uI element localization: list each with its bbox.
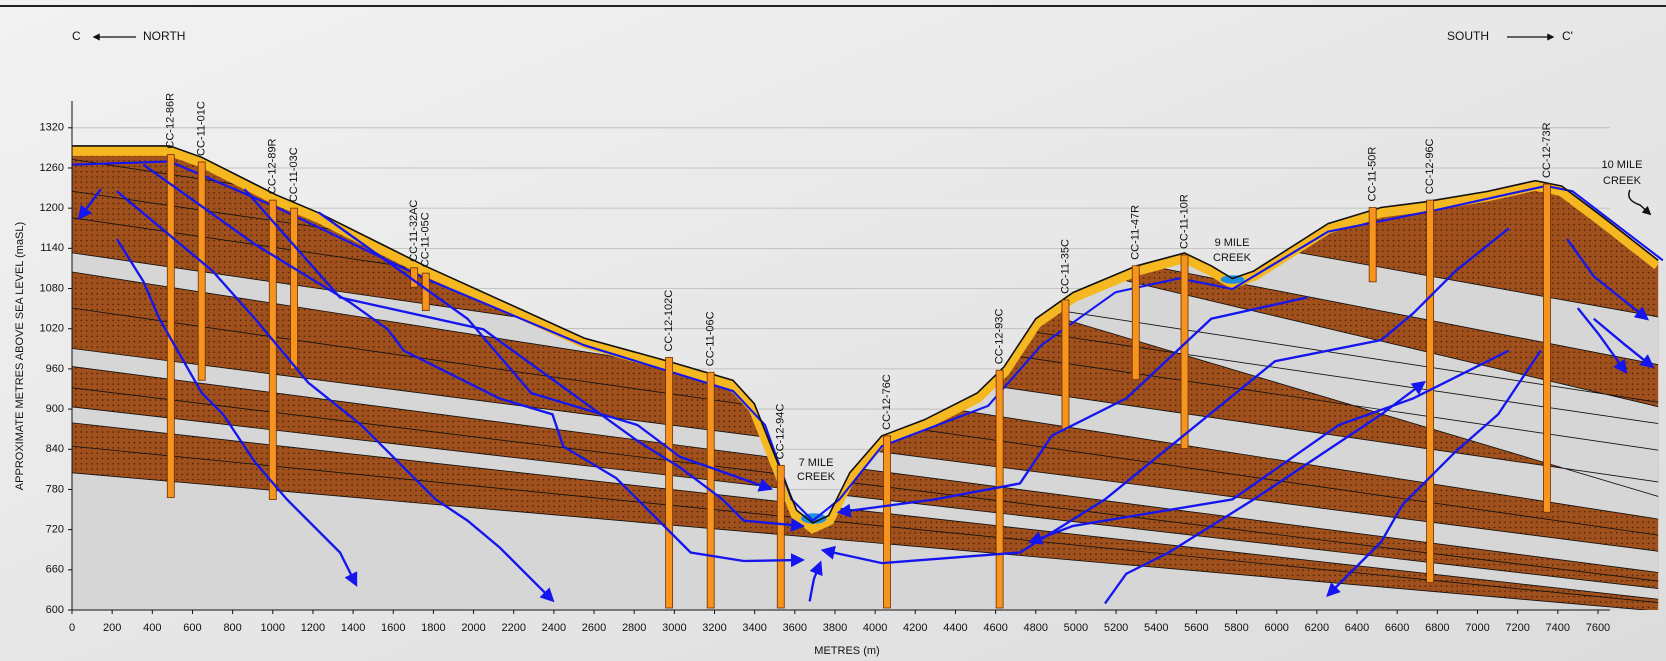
- x-tick-label: 3000: [662, 622, 686, 634]
- y-tick-label: 1020: [40, 323, 64, 335]
- x-tick-label: 6600: [1385, 622, 1409, 634]
- x-tick-label: 6400: [1345, 622, 1369, 634]
- x-tick-label: 4400: [943, 622, 967, 634]
- creek-label: 9 MILE: [1215, 237, 1250, 249]
- x-axis-label: METRES (m): [814, 645, 879, 657]
- x-tick-label: 3800: [823, 622, 847, 634]
- cross-section-chart: CC-12-86R CC-11-01C CC-12-89R CC-11-03C CC-1…: [0, 0, 1666, 661]
- x-tick-label: 6000: [1264, 622, 1288, 634]
- x-tick-label: 5800: [1224, 622, 1248, 634]
- borehole-label: CC-11-47R: [1130, 205, 1142, 260]
- borehole-label: CC-12-94C: [775, 404, 787, 460]
- x-tick-label: 5400: [1144, 622, 1168, 634]
- x-tick-label: 7000: [1465, 622, 1489, 634]
- x-tick-label: 1800: [421, 622, 445, 634]
- x-tick-label: 1200: [301, 622, 325, 634]
- borehole-label: CC-11-32AC: [408, 200, 420, 262]
- borehole: [883, 436, 890, 608]
- borehole-label: CC-11-10R: [1178, 194, 1190, 249]
- borehole: [996, 370, 1003, 608]
- y-tick-label: 1260: [40, 162, 64, 174]
- x-tick-label: 5600: [1184, 622, 1208, 634]
- borehole: [269, 200, 276, 499]
- x-tick-label: 3600: [783, 622, 807, 634]
- x-tick-label: 2600: [582, 622, 606, 634]
- x-tick-label: 5200: [1104, 622, 1128, 634]
- x-tick-label: 400: [143, 622, 161, 634]
- y-tick-label: 1200: [40, 202, 64, 214]
- x-tick-label: 6200: [1305, 622, 1329, 634]
- x-tick-label: 2400: [542, 622, 566, 634]
- section-start-direction: NORTH: [143, 29, 185, 43]
- y-axis-label: APPROXIMATE METRES ABOVE SEA LEVEL (maSL…: [14, 222, 26, 490]
- borehole: [1181, 255, 1188, 449]
- x-tick-label: 7400: [1546, 622, 1570, 634]
- y-tick-label: 960: [46, 363, 64, 375]
- x-tick-label: 4000: [863, 622, 887, 634]
- x-tick-label: 4200: [903, 622, 927, 634]
- x-tick-label: 2000: [461, 622, 485, 634]
- x-tick-label: 7200: [1505, 622, 1529, 634]
- x-tick-label: 1600: [381, 622, 405, 634]
- creek-label: CREEK: [1213, 252, 1252, 264]
- borehole-label: CC-12-76C: [881, 374, 893, 430]
- borehole: [1132, 266, 1139, 380]
- borehole-label: CC-12-93C: [994, 309, 1006, 365]
- section-start: C: [72, 29, 81, 43]
- borehole-label: CC-11-35C: [1059, 239, 1071, 294]
- y-tick-label: 720: [46, 524, 64, 536]
- borehole-label: CC-12-102C: [663, 290, 675, 352]
- borehole-label: CC-11-03C: [288, 147, 300, 202]
- y-tick-label: 660: [46, 564, 64, 576]
- x-tick-label: 0: [69, 622, 75, 634]
- creek-label: CREEK: [797, 471, 836, 483]
- borehole: [1543, 184, 1550, 512]
- creek-label: CREEK: [1603, 175, 1642, 187]
- x-tick-label: 800: [223, 622, 241, 634]
- creek-label: 7 MILE: [799, 457, 834, 469]
- x-tick-label: 6800: [1425, 622, 1449, 634]
- borehole: [666, 358, 673, 608]
- x-tick-label: 1400: [341, 622, 365, 634]
- x-tick-label: 5000: [1064, 622, 1088, 634]
- y-tick-label: 840: [46, 443, 64, 455]
- x-tick-label: 600: [183, 622, 201, 634]
- borehole: [198, 162, 205, 380]
- creek-label: 10 MILE: [1602, 159, 1643, 171]
- y-tick-label: 600: [46, 604, 64, 616]
- borehole-label: CC-12-96C: [1424, 138, 1436, 194]
- x-tick-label: 3200: [702, 622, 726, 634]
- borehole: [1062, 300, 1069, 431]
- section-end: C': [1562, 29, 1573, 43]
- borehole-label: CC-11-05C: [420, 212, 432, 267]
- x-tick-label: 200: [103, 622, 121, 634]
- y-tick-label: 900: [46, 403, 64, 415]
- borehole: [777, 465, 784, 608]
- x-tick-label: 4800: [1024, 622, 1048, 634]
- y-tick-label: 1140: [40, 242, 64, 254]
- borehole-label: CC-12-89R: [267, 138, 279, 194]
- borehole: [167, 155, 174, 498]
- y-tick-label: 1080: [40, 282, 64, 294]
- borehole-label: CC-11-06C: [705, 311, 717, 366]
- x-tick-label: 1000: [261, 622, 285, 634]
- borehole-label: CC-12-86R: [165, 93, 177, 149]
- borehole-label: CC-11-01C: [196, 101, 208, 156]
- x-tick-label: 2800: [622, 622, 646, 634]
- section-end-direction: SOUTH: [1447, 29, 1489, 43]
- borehole: [1369, 207, 1376, 281]
- x-tick-label: 3400: [742, 622, 766, 634]
- creek-water: [1221, 275, 1244, 284]
- borehole-label: CC-11-50R: [1367, 147, 1379, 202]
- y-tick-label: 1320: [40, 122, 64, 134]
- borehole-label: CC-12-73R: [1541, 122, 1553, 178]
- borehole: [291, 208, 298, 369]
- x-tick-label: 2200: [501, 622, 525, 634]
- y-tick-label: 780: [46, 483, 64, 495]
- x-tick-label: 7600: [1586, 622, 1610, 634]
- x-tick-label: 4600: [983, 622, 1007, 634]
